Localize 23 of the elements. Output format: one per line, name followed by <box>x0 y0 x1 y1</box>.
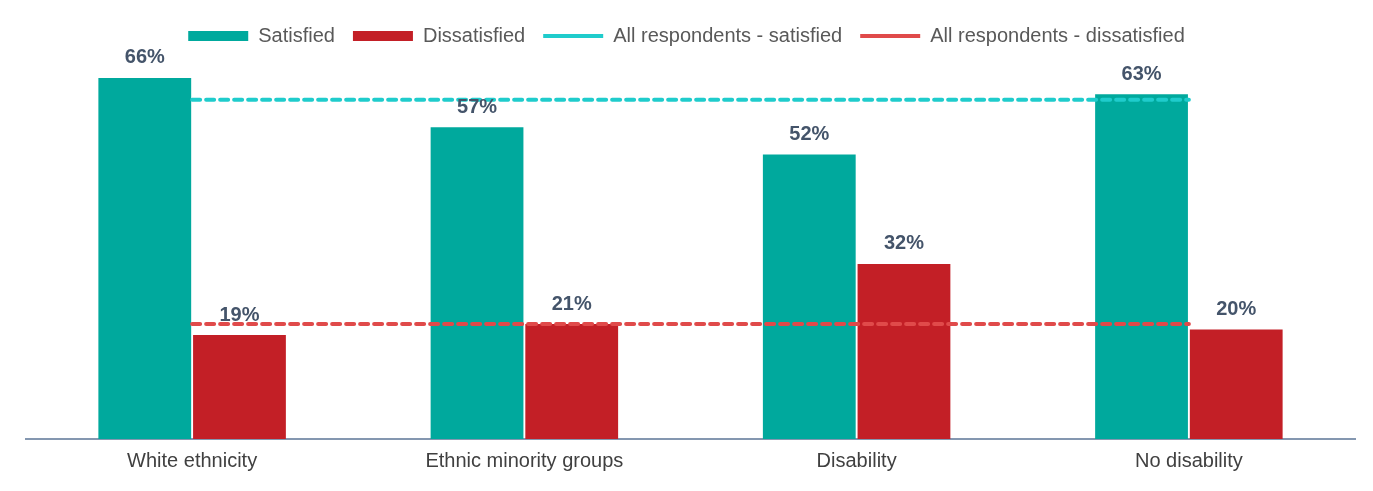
bar <box>98 77 192 439</box>
legend-label: All respondents - satisfied <box>613 23 843 46</box>
x-tick-label: No disability <box>1134 448 1243 471</box>
data-label: 21% <box>551 291 592 314</box>
x-tick-label: Disability <box>816 448 897 471</box>
bar <box>525 324 619 439</box>
legend-label: Dissatisfied <box>422 23 526 46</box>
bar <box>1189 329 1283 439</box>
data-label: 20% <box>1216 297 1257 320</box>
legend-label: Satisfied <box>258 23 335 46</box>
x-tick-label: White ethnicity <box>127 448 258 471</box>
bar <box>762 154 856 439</box>
data-label: 63% <box>1121 61 1162 84</box>
x-tick-label: Ethnic minority groups <box>425 448 624 471</box>
bar <box>857 263 951 439</box>
data-label: 19% <box>219 302 260 325</box>
bar <box>193 335 286 439</box>
data-label: 32% <box>883 231 925 254</box>
legend-label: All respondents - dissatisfied <box>930 23 1185 46</box>
data-label: 66% <box>124 45 166 68</box>
data-label: 52% <box>789 122 830 144</box>
bar <box>430 127 524 439</box>
bar <box>1095 94 1188 439</box>
